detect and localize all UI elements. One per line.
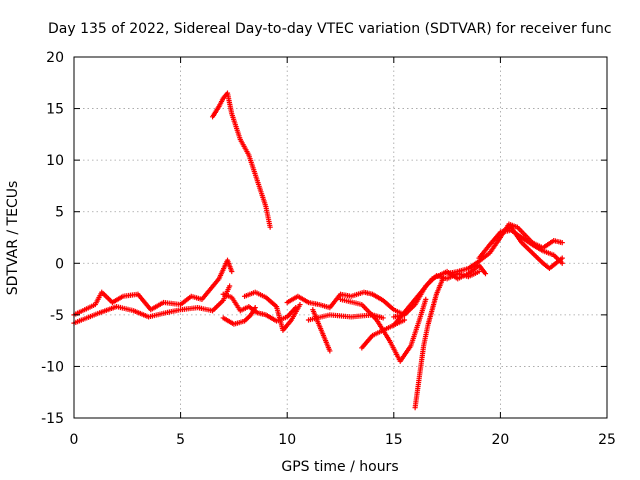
data-point <box>476 268 482 275</box>
series-arc-6 <box>241 289 303 333</box>
y-tick-label: 5 <box>55 205 64 221</box>
y-tick-label: 20 <box>46 50 64 66</box>
series-arc-11 <box>337 296 429 364</box>
data-point <box>297 301 303 308</box>
y-tick-label: 0 <box>55 256 64 272</box>
y-tick-label: -15 <box>41 411 64 427</box>
series-arc-13 <box>412 276 446 411</box>
series-arc-1 <box>71 257 235 318</box>
x-tick-label: 15 <box>385 432 403 448</box>
y-tick-label: -5 <box>50 308 64 324</box>
x-tick-label: 25 <box>598 432 616 448</box>
y-tick-label: -10 <box>41 359 64 375</box>
data-point <box>423 296 429 302</box>
plot-frame <box>73 56 608 419</box>
series-arc-5 <box>220 305 258 327</box>
data-point <box>380 315 386 321</box>
y-tick-label: 15 <box>46 102 64 118</box>
data-point <box>327 348 333 354</box>
x-tick-label: 10 <box>278 432 296 448</box>
y-tick-label: 10 <box>46 153 64 169</box>
x-tick-label: 0 <box>70 432 79 448</box>
data-point <box>559 240 565 246</box>
data-point <box>440 276 446 282</box>
data-point <box>559 260 565 266</box>
data-point <box>227 283 233 289</box>
data-point <box>482 271 489 277</box>
chart-title: Day 135 of 2022, Sidereal Day-to-day VTE… <box>48 21 612 37</box>
x-tick-label: 20 <box>491 432 509 448</box>
data-series <box>71 90 565 411</box>
series-arc-3 <box>209 90 273 230</box>
x-axis-label: GPS time / hours <box>281 459 398 475</box>
data-point <box>559 255 565 261</box>
data-point <box>267 224 273 230</box>
series-arc-14 <box>391 262 489 328</box>
data-point <box>401 317 408 323</box>
data-point <box>229 268 235 275</box>
ticks: 0 5 10 15 20 25 -15 -10 -5 0 5 10 15 20 <box>41 50 616 448</box>
series-arc-17 <box>497 227 565 266</box>
data-point <box>252 305 258 311</box>
series-arc-2 <box>71 283 233 326</box>
y-axis-label: SDTVAR / TECUs <box>5 181 21 296</box>
x-tick-label: 5 <box>176 432 185 448</box>
